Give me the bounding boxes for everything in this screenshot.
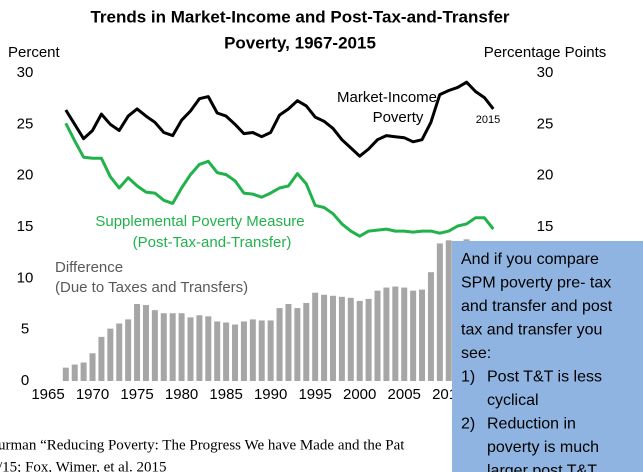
- bar: [303, 302, 310, 381]
- y2-tick-label: 20: [537, 167, 554, 184]
- x-tick-label: 1975: [120, 386, 153, 403]
- callout-number: 2): [461, 416, 475, 433]
- annotation: Market-Income: [337, 89, 437, 106]
- y-tick-label: 30: [17, 64, 34, 81]
- y2-tick-label: 15: [537, 218, 554, 235]
- plot: 0510152025300510152025301965197019751980…: [17, 64, 554, 403]
- bar: [62, 367, 69, 381]
- chart-title: Poverty, 1967-2015: [224, 33, 376, 52]
- x-tick-label: 2000: [343, 386, 376, 403]
- bar: [356, 300, 363, 381]
- x-tick-label: 2005: [388, 386, 421, 403]
- bar: [338, 296, 345, 381]
- bar: [134, 304, 141, 381]
- bar: [294, 308, 301, 381]
- bar: [107, 328, 114, 381]
- bar: [419, 289, 426, 381]
- bar: [214, 321, 221, 381]
- line: [64, 80, 495, 158]
- bar: [116, 323, 123, 381]
- bar: [285, 304, 292, 381]
- callout-box: [452, 241, 643, 472]
- x-tick-label: 1980: [165, 386, 198, 403]
- callout-text: SPM poverty pre- tax: [461, 275, 611, 292]
- bar: [347, 297, 354, 381]
- bar: [321, 294, 328, 381]
- y-tick-label: 20: [17, 167, 34, 184]
- footnote: urman “Reducing Poverty: The Progress We…: [0, 437, 405, 453]
- bar: [249, 319, 256, 381]
- y2-tick-label: 30: [537, 64, 554, 81]
- y-tick-label: 15: [17, 218, 34, 235]
- bar: [401, 287, 408, 381]
- callout-text: and transfer and post: [461, 298, 613, 315]
- annotation: 2015: [476, 114, 500, 126]
- annotation: Difference: [55, 259, 123, 276]
- footnote: /15; Fox, Wimer, et al. 2015: [0, 459, 167, 472]
- bar: [436, 243, 443, 381]
- y2-axis-label: Percentage Points: [484, 44, 607, 61]
- line: [64, 122, 495, 238]
- bar: [125, 319, 132, 381]
- y-tick-label: 10: [17, 269, 34, 286]
- bar: [187, 317, 194, 381]
- bar: [312, 292, 319, 381]
- bar: [178, 313, 185, 381]
- x-tick-label: 1965: [31, 386, 64, 403]
- callout-number: 1): [461, 369, 475, 386]
- chart-title: Trends in Market-Income and Post-Tax-and…: [90, 7, 509, 26]
- bar: [258, 320, 265, 381]
- bar: [329, 295, 336, 381]
- callout-text: Post T&T is less: [487, 369, 602, 386]
- bar: [80, 362, 87, 381]
- bar: [427, 272, 434, 381]
- callout-text: Reduction in: [487, 416, 576, 433]
- bar: [89, 353, 96, 381]
- bar: [267, 320, 274, 381]
- bar: [392, 286, 399, 381]
- bar: [240, 321, 247, 381]
- x-tick-label: 1985: [209, 386, 242, 403]
- annotation: (Due to Taxes and Transfers): [55, 279, 248, 296]
- bar: [196, 315, 203, 381]
- annotation: Poverty: [373, 109, 424, 126]
- bar: [151, 310, 158, 381]
- overlay: And if you compare SPM poverty pre- tax an…: [452, 241, 643, 472]
- bar: [223, 322, 230, 381]
- bar: [365, 298, 372, 381]
- bar: [374, 290, 381, 381]
- annotation: (Post-Tax-and-Transfer): [133, 234, 292, 251]
- callout-text: see:: [461, 345, 491, 362]
- annotation: Supplemental Poverty Measure: [95, 213, 304, 230]
- bar: [205, 316, 212, 381]
- y-axis-label: Percent: [8, 44, 61, 61]
- y-tick-label: 25: [17, 115, 34, 132]
- x-tick-label: 1995: [298, 386, 331, 403]
- y-tick-label: 5: [21, 321, 29, 338]
- bar: [71, 364, 78, 381]
- bar: [276, 308, 283, 381]
- callout-text: poverty is much: [487, 439, 599, 456]
- bar: [98, 336, 105, 381]
- callout-text: cyclical: [487, 392, 539, 409]
- x-tick-label: 1970: [76, 386, 109, 403]
- bar: [232, 324, 239, 381]
- bar: [383, 287, 390, 381]
- bar: [410, 290, 417, 381]
- bar: [445, 240, 452, 381]
- bar: [160, 313, 167, 381]
- callout-text: larger post T&T: [487, 463, 597, 472]
- callout-text: And if you compare: [461, 251, 599, 268]
- y-tick-label: 0: [21, 372, 29, 389]
- bar: [142, 305, 149, 381]
- bar: [169, 313, 176, 381]
- callout-text: tax and transfer you: [461, 322, 602, 339]
- x-tick-label: 1990: [254, 386, 287, 403]
- y2-tick-label: 25: [537, 115, 554, 132]
